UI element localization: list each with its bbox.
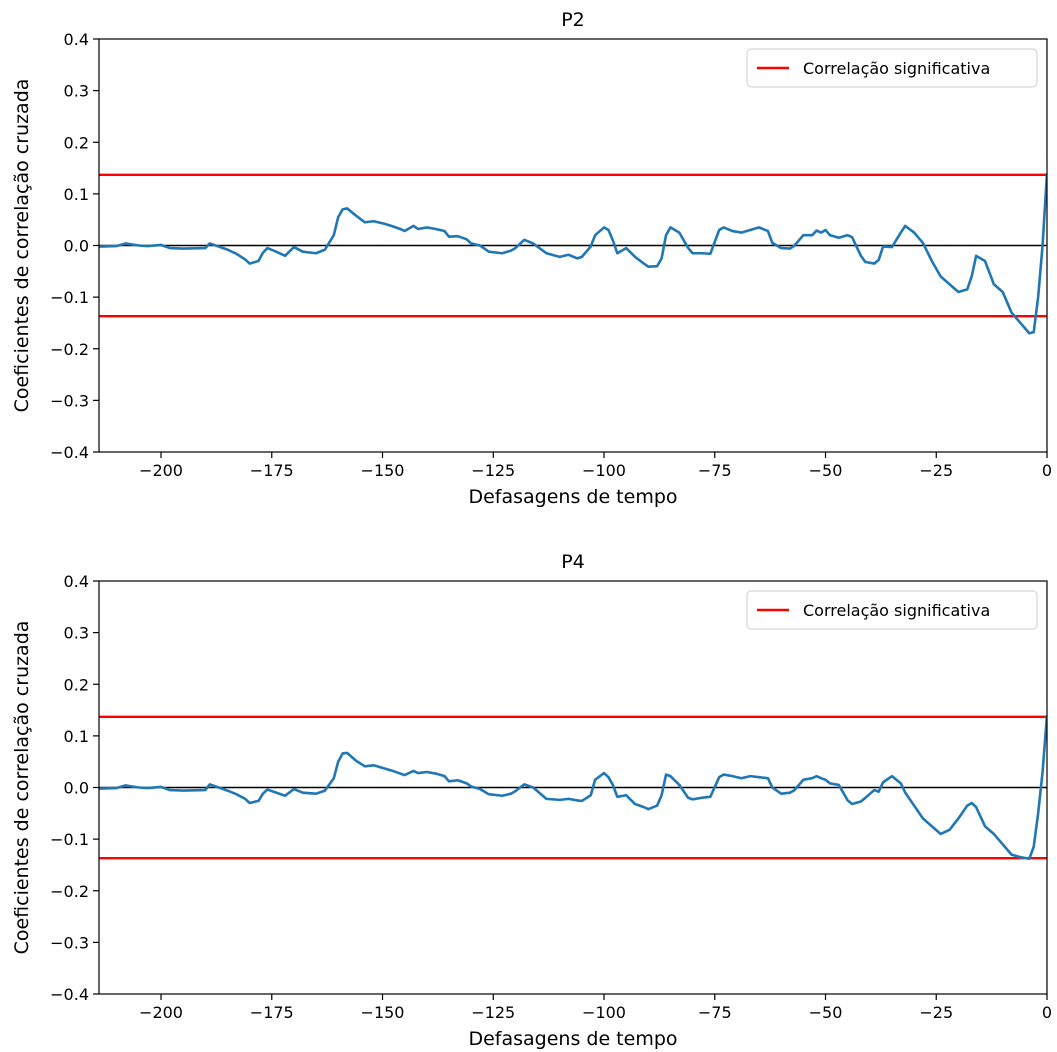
y-tick-label: 0.4 xyxy=(64,572,89,591)
y-axis-title: Coeficientes de correlação cruzada xyxy=(11,621,33,955)
y-tick-label: −0.1 xyxy=(50,288,89,307)
chart-p4: P4 −200 −175 −150 −125 −100 −75 −50 −25 0 −0.4 −0.3… xyxy=(11,551,1052,1050)
x-tick-label: −200 xyxy=(139,1003,183,1022)
x-axis-title: Defasagens de tempo xyxy=(468,486,677,508)
y-tick-label: −0.4 xyxy=(50,443,89,462)
legend-box xyxy=(746,48,1038,88)
x-tick-label: −150 xyxy=(361,1003,405,1022)
x-tick-label: −100 xyxy=(582,1003,626,1022)
x-tick-label: −50 xyxy=(809,461,843,480)
y-tick-label: 0.1 xyxy=(64,727,89,746)
chart-title: P2 xyxy=(561,9,585,31)
x-tick-label: −50 xyxy=(809,1003,843,1022)
y-tick-label: 0.4 xyxy=(64,30,89,49)
y-tick-label: 0.3 xyxy=(64,624,89,643)
x-tick-label: −175 xyxy=(250,461,294,480)
y-tick-label: 0.0 xyxy=(64,237,89,256)
y-tick-label: −0.1 xyxy=(50,830,89,849)
legend: Correlação significativa xyxy=(746,48,1038,88)
cross-correlation-line xyxy=(99,173,1047,335)
x-tick-label: −200 xyxy=(139,461,183,480)
chart-title: P4 xyxy=(561,551,585,573)
y-tick-label: −0.4 xyxy=(50,985,89,1004)
x-tick-label: −125 xyxy=(471,1003,515,1022)
x-tick-label: −75 xyxy=(698,1003,732,1022)
x-tick-label: 0 xyxy=(1042,461,1052,480)
y-axis-title: Coeficientes de correlação cruzada xyxy=(11,79,33,413)
x-tick-label: −100 xyxy=(582,461,626,480)
y-tick-label: 0.0 xyxy=(64,779,89,798)
y-tick-label: −0.2 xyxy=(50,340,89,359)
y-tick-label: −0.3 xyxy=(50,933,89,952)
y-tick-label: −0.2 xyxy=(50,882,89,901)
legend-label: Correlação significativa xyxy=(803,59,990,78)
legend-box xyxy=(746,590,1038,630)
x-tick-label: −125 xyxy=(471,461,515,480)
y-tick-label: 0.1 xyxy=(64,185,89,204)
x-tick-label: −25 xyxy=(919,1003,953,1022)
y-tick-label: 0.3 xyxy=(64,82,89,101)
cross-correlation-line xyxy=(99,715,1047,861)
chart-p2: P2 −200 −175 −150 −125 −100 −75 −50 −25 0 −0.4 −0.3… xyxy=(11,9,1052,508)
x-axis-title: Defasagens de tempo xyxy=(468,1028,677,1050)
y-tick-label: −0.3 xyxy=(50,391,89,410)
legend-label: Correlação significativa xyxy=(803,601,990,620)
x-tick-label: −150 xyxy=(361,461,405,480)
legend: Correlação significativa xyxy=(746,590,1038,630)
x-tick-label: −175 xyxy=(250,1003,294,1022)
x-tick-label: 0 xyxy=(1042,1003,1052,1022)
x-tick-label: −25 xyxy=(919,461,953,480)
y-tick-label: 0.2 xyxy=(64,675,89,694)
y-tick-label: 0.2 xyxy=(64,133,89,152)
x-tick-label: −75 xyxy=(698,461,732,480)
